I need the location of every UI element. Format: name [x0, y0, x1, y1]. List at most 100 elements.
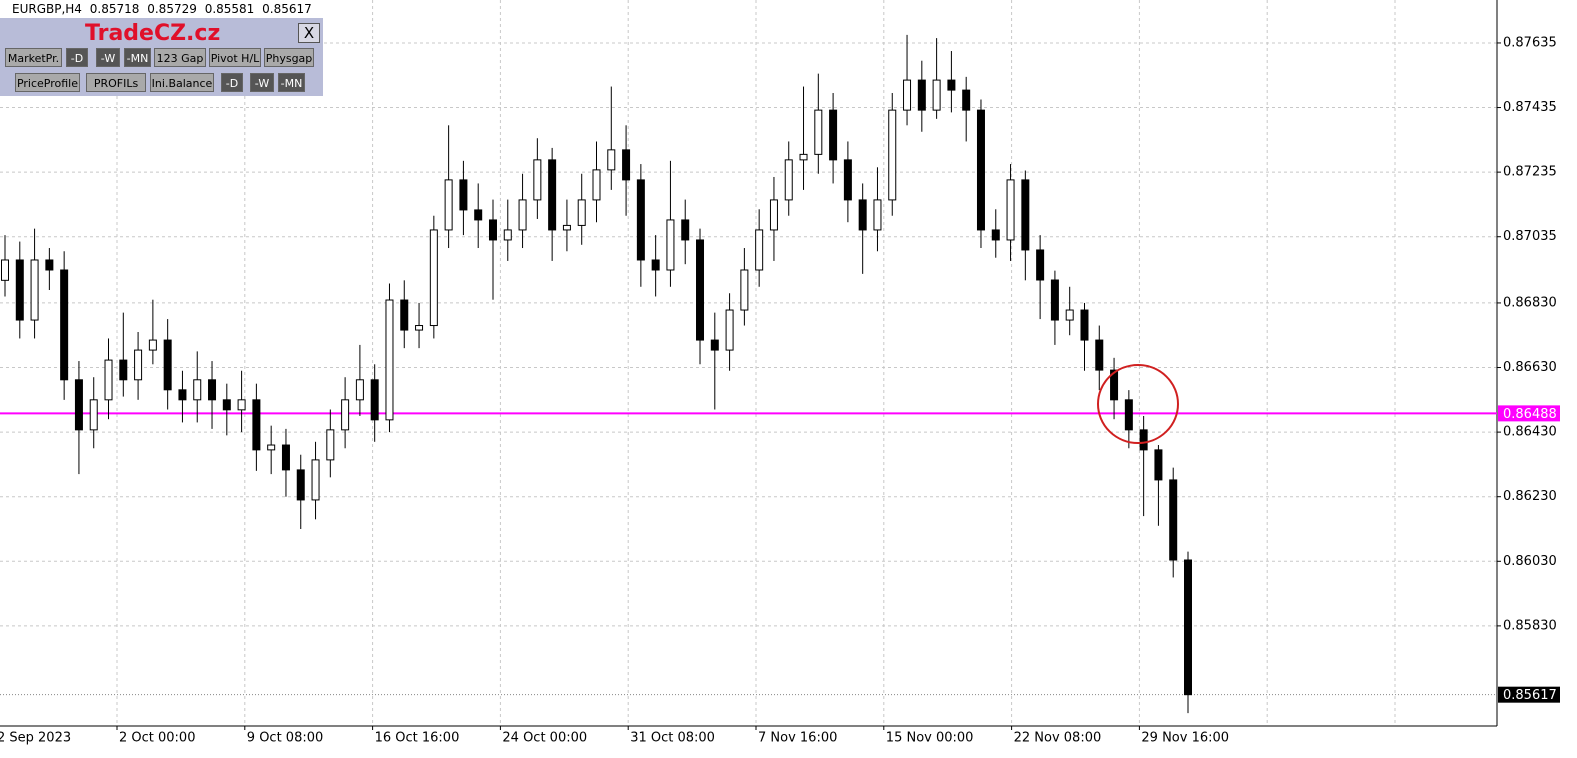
candle-body	[681, 219, 690, 241]
x-tick-label: 29 Nov 16:00	[1141, 731, 1229, 746]
candle-body	[237, 399, 246, 411]
candle-body	[1184, 559, 1192, 696]
candle-body	[784, 159, 793, 201]
candle-body	[1080, 309, 1089, 341]
hline-label: 0.86488	[1503, 407, 1557, 422]
candle-body	[355, 379, 364, 401]
panel-title: TradeCZ.cz	[85, 21, 221, 46]
panel-button[interactable]: -D	[221, 73, 243, 92]
hline-label-box	[1498, 405, 1560, 422]
candle-body	[45, 259, 54, 271]
high: 0.85729	[147, 2, 197, 16]
candle-body	[1006, 179, 1015, 241]
candle-body	[1065, 309, 1074, 321]
candle-body	[1169, 479, 1178, 561]
candle-body	[104, 359, 113, 401]
candle-body	[843, 159, 852, 201]
candle-body	[148, 339, 157, 351]
candle-body	[622, 149, 631, 181]
open: 0.85718	[89, 2, 140, 16]
candle-body	[1, 259, 9, 281]
candle-body	[1095, 339, 1104, 371]
candle-body	[607, 149, 616, 171]
y-tick-label: 0.86430	[1503, 425, 1557, 440]
candle-body	[577, 199, 586, 226]
candle-body	[1036, 249, 1045, 281]
candle-body	[858, 199, 867, 231]
candle-body	[503, 229, 512, 241]
panel-button[interactable]: PriceProfile	[15, 73, 80, 92]
y-tick-label: 0.87035	[1503, 229, 1557, 244]
candle-body	[548, 159, 557, 231]
panel-button[interactable]: 123 Gap	[154, 48, 206, 67]
x-tick-label: 15 Nov 00:00	[886, 731, 974, 746]
last-price-box	[1498, 686, 1560, 703]
candle-body	[917, 79, 926, 111]
candle-body	[1050, 279, 1059, 321]
candle-body	[1110, 369, 1119, 401]
candle-body	[252, 399, 261, 451]
panel-button[interactable]: -MN	[124, 48, 151, 67]
header: EURGBP,H4 0.85718 0.85729 0.85581 0.8561…	[0, 0, 316, 18]
panel-button[interactable]: Pivot H/L	[209, 48, 261, 67]
candle-body	[74, 379, 83, 431]
x-tick-label: 24 Oct 00:00	[502, 731, 587, 746]
candle-body	[281, 444, 290, 471]
candle-body	[222, 399, 231, 411]
y-tick-label: 0.86030	[1503, 554, 1557, 569]
candle-body	[799, 153, 808, 161]
panel-button[interactable]: -W	[96, 48, 120, 67]
close-button[interactable]: X	[298, 23, 320, 43]
candle-body	[651, 259, 660, 271]
x-tick-label: 2 Sep 2023	[0, 731, 71, 746]
candle-body	[991, 229, 1000, 241]
candle-body	[932, 79, 941, 111]
y-tick-label: 0.87635	[1503, 35, 1557, 50]
candle-body	[1154, 449, 1163, 481]
panel-button[interactable]: Ini.Balance	[150, 73, 214, 92]
y-tick-label: 0.87235	[1503, 165, 1557, 180]
panel-button[interactable]: MarketPr.	[5, 48, 62, 67]
candle-body	[119, 359, 128, 381]
candle-body	[30, 259, 39, 321]
candle-body	[311, 459, 320, 501]
candle-body	[429, 229, 438, 327]
candle-body	[1139, 429, 1148, 451]
candle-body	[296, 469, 305, 501]
candle-body	[947, 79, 956, 91]
y-tick-label: 0.86630	[1503, 360, 1557, 375]
candle-body	[415, 325, 424, 331]
candle-body	[962, 89, 971, 111]
candle-body	[193, 379, 202, 401]
x-tick-label: 7 Nov 16:00	[758, 731, 837, 746]
x-tick-label: 9 Oct 08:00	[247, 731, 323, 746]
candle-body	[341, 399, 350, 431]
candle-body	[385, 299, 394, 421]
candle-body	[636, 179, 645, 261]
candle-body	[888, 109, 897, 201]
candle-body	[444, 179, 453, 231]
y-tick-label: 0.86230	[1503, 489, 1557, 504]
candle-body	[696, 239, 705, 341]
panel-button[interactable]: -W	[250, 73, 274, 92]
y-tick-label: 0.87435	[1503, 100, 1557, 115]
tool-panel: TradeCZ.cz X MarketPr. -D -W -MN 123 Gap Pivo…	[0, 18, 323, 96]
candle-body	[178, 389, 187, 401]
last-price-label: 0.85617	[1503, 688, 1557, 703]
candle-body	[755, 229, 764, 271]
panel-button[interactable]: Physgap	[264, 48, 314, 67]
panel-button[interactable]: -D	[66, 48, 88, 67]
candle-body	[488, 219, 497, 241]
candle-body	[370, 379, 379, 421]
panel-button[interactable]: PROFILs	[86, 73, 146, 92]
candle-body	[208, 379, 217, 401]
candle-body	[1021, 179, 1030, 251]
candle-body	[400, 299, 409, 331]
candle-body	[267, 444, 276, 451]
candle-body	[459, 179, 468, 211]
candle-body	[562, 224, 571, 231]
symbol: EURGBP,H4	[12, 2, 82, 16]
panel-button[interactable]: -MN	[278, 73, 305, 92]
candle-body	[60, 269, 69, 381]
